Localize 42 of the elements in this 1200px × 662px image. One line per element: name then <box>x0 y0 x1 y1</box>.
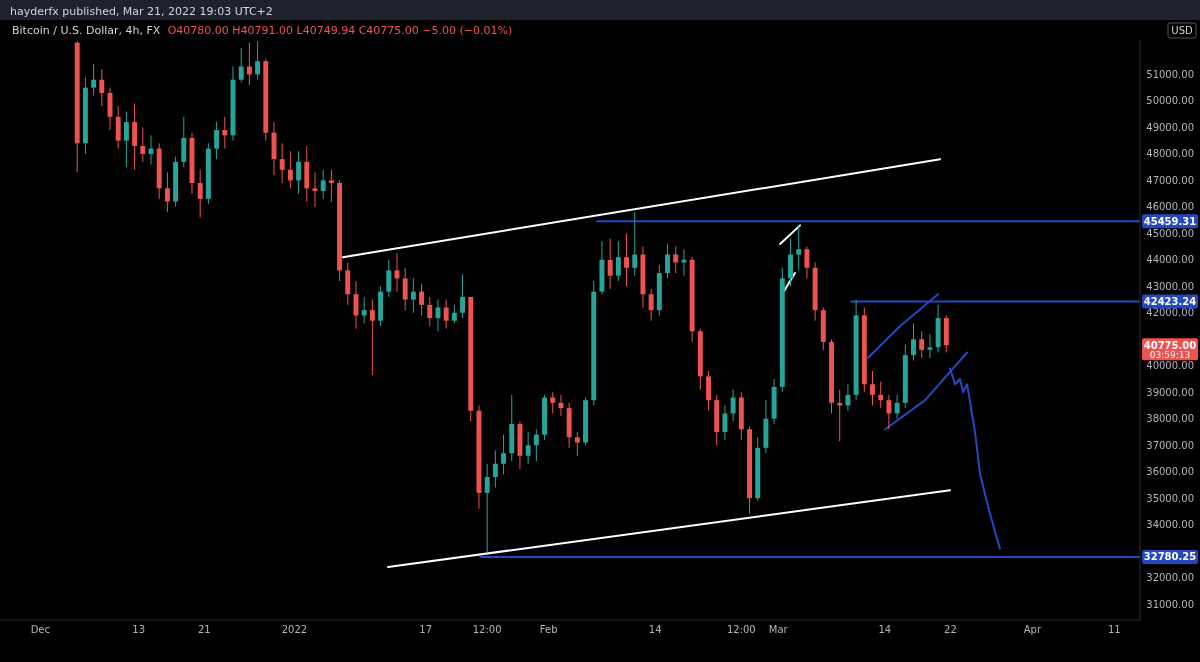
x-tick-label: 11 <box>1108 624 1121 635</box>
annotation: 32780.25 <box>1143 551 1197 563</box>
x-tick-label: 21 <box>197 624 211 635</box>
y-tick-label: 50000.00 <box>1146 95 1194 107</box>
x-tick-label: Apr <box>1023 624 1042 635</box>
y-tick-label: 37000.00 <box>1146 439 1194 451</box>
text: O40780.00 H40791.00 L40749.94 C40775.00 −5.00 (−0.01%) <box>167 24 513 37</box>
x-tick-label: Feb <box>539 624 558 635</box>
x-tick-label: 14 <box>878 624 892 635</box>
y-tick-label: 40000.00 <box>1146 360 1194 372</box>
y-tick-label: 46000.00 <box>1146 201 1194 213</box>
y-tick-label: 38000.00 <box>1146 413 1194 425</box>
annotation: 45459.31 <box>1143 215 1197 227</box>
x-tick-label: Mar <box>768 624 789 635</box>
x-tick-label: 14 <box>648 624 662 635</box>
y-tick-label: 39000.00 <box>1146 386 1194 398</box>
y-tick-label: 36000.00 <box>1146 466 1194 478</box>
text: 03:59:13 <box>1149 350 1191 361</box>
x-tick-label: 13 <box>132 624 146 635</box>
x-tick-label: 12:00 <box>726 624 756 635</box>
x-tick-label: 2022 <box>281 624 308 635</box>
y-tick-label: 49000.00 <box>1146 121 1194 133</box>
x-tick-label: Dec <box>30 624 50 635</box>
x-tick-label: 12:00 <box>472 624 502 635</box>
y-tick-label: 42000.00 <box>1146 307 1194 319</box>
y-tick-label: 31000.00 <box>1146 598 1194 610</box>
y-tick-label: 51000.00 <box>1146 68 1194 80</box>
y-tick-label: 44000.00 <box>1146 254 1194 266</box>
y-tick-label: 35000.00 <box>1146 492 1194 504</box>
x-tick-label: 22 <box>944 624 957 635</box>
chart-subtitle: hayderfx published, Mar 21, 2022 19:03 UTC+2 <box>10 5 273 18</box>
annotation: 42423.24 <box>1143 296 1197 308</box>
y-tick-label: 34000.00 <box>1146 519 1194 531</box>
text: USD <box>1171 25 1193 36</box>
y-tick-label: 43000.00 <box>1146 280 1194 292</box>
text: 40775.00 <box>1143 339 1197 351</box>
x-tick-label: 17 <box>419 624 433 635</box>
chart-title: Bitcoin / U.S. Dollar, 4h, FX <box>12 24 160 37</box>
y-tick-label: 47000.00 <box>1146 174 1194 186</box>
y-tick-label: 45000.00 <box>1146 227 1194 239</box>
y-tick-label: 32000.00 <box>1146 572 1194 584</box>
y-tick-label: 48000.00 <box>1146 148 1194 160</box>
